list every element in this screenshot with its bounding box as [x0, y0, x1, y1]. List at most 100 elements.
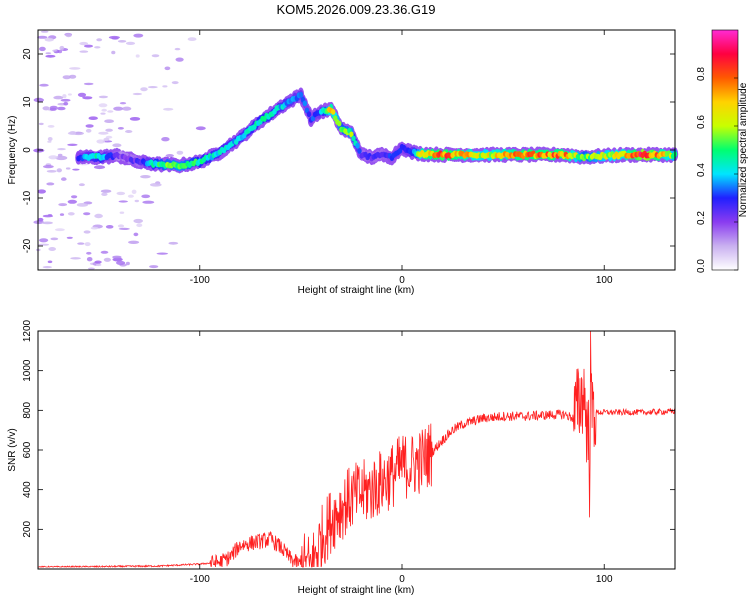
noise-blob — [131, 189, 137, 194]
noise-blob — [79, 50, 89, 53]
noise-blob — [103, 257, 111, 262]
y-tick-label: 600 — [22, 441, 33, 458]
noise-blob — [53, 95, 64, 100]
noise-blob — [176, 150, 184, 155]
noise-blob — [116, 260, 126, 265]
noise-blob — [113, 106, 124, 111]
colorbar-gradient — [712, 30, 738, 270]
x-tick-label: 0 — [399, 574, 405, 585]
noise-blob — [117, 127, 124, 130]
snr-background — [38, 331, 675, 569]
noise-blob — [105, 225, 114, 229]
noise-blob — [79, 41, 88, 46]
snr-panel: -100 0 100 200 400 600 800 1000 1200 Height of s… — [7, 319, 676, 596]
y-tick-label: 20 — [22, 48, 33, 60]
noise-blob — [59, 213, 65, 216]
noise-blob — [133, 232, 139, 237]
colorbar-label: Normalized spectral amplitude — [738, 82, 749, 217]
noise-blob — [66, 236, 73, 239]
noise-blob — [67, 143, 78, 146]
noise-blob — [38, 243, 50, 246]
spectrogram-x-label: Height of straight line (km) — [298, 285, 415, 296]
noise-blob — [164, 66, 171, 71]
noise-blob — [165, 154, 174, 158]
colorbar-ticks: 0.0 0.2 0.4 0.6 0.8 — [696, 67, 738, 273]
noise-blob — [116, 191, 126, 196]
noise-blob — [67, 199, 78, 204]
noise-blob — [55, 155, 68, 161]
colorbar: 0.0 0.2 0.4 0.6 0.8 Normalized spectral ampl… — [696, 29, 749, 273]
noise-blob — [88, 116, 98, 120]
noise-blob — [44, 37, 54, 42]
noise-blob — [100, 250, 109, 254]
snr-x-label: Height of straight line (km) — [298, 585, 415, 596]
noise-blob — [33, 97, 44, 103]
noise-blob — [133, 218, 143, 224]
ridge-segment — [306, 111, 312, 118]
noise-blob — [94, 260, 102, 264]
y-tick-label: 200 — [22, 521, 33, 538]
y-tick-label: -10 — [22, 190, 33, 205]
y-tick-label: 10 — [22, 96, 33, 108]
noise-blob — [45, 52, 52, 55]
noise-blob — [187, 37, 197, 41]
noise-blob — [100, 112, 106, 115]
noise-blob — [174, 47, 181, 51]
colorbar-tick-label: 0.0 — [696, 259, 707, 273]
noise-blob — [147, 86, 158, 89]
noise-blob — [133, 33, 144, 38]
noise-blob — [125, 41, 136, 46]
noise-blob — [48, 155, 58, 160]
noise-blob — [37, 217, 44, 222]
ridge-segment — [351, 135, 356, 142]
noise-blob — [38, 122, 44, 126]
x-tick-label: -100 — [190, 275, 210, 286]
noise-blob — [103, 137, 110, 142]
noise-blob — [58, 203, 68, 207]
ridge-segment — [298, 91, 304, 98]
noise-blob — [112, 143, 122, 148]
ridge-segment — [337, 120, 342, 127]
noise-blob — [142, 200, 155, 204]
noise-blob — [98, 131, 109, 135]
colorbar-tick-label: 0.2 — [696, 211, 707, 225]
noise-blob — [171, 81, 179, 85]
noise-blob — [46, 182, 55, 186]
noise-blob — [96, 38, 103, 42]
noise-blob — [119, 102, 127, 105]
noise-blob — [37, 189, 46, 194]
noise-blob — [140, 175, 151, 179]
colorbar-tick-label: 0.8 — [696, 67, 707, 81]
noise-blob — [33, 148, 45, 153]
noise-blob — [86, 257, 93, 262]
noise-blob — [39, 238, 49, 243]
noise-blob — [135, 54, 140, 58]
noise-blob — [82, 96, 93, 100]
noise-blob — [122, 106, 132, 111]
noise-blob — [86, 251, 92, 255]
noise-blob — [50, 237, 59, 241]
noise-blob — [63, 101, 69, 106]
noise-blob — [98, 95, 108, 99]
noise-blob — [56, 168, 62, 173]
noise-blob — [59, 45, 65, 51]
noise-blob — [67, 212, 75, 216]
noise-blob — [87, 267, 95, 270]
noise-blob — [47, 137, 53, 141]
noise-blob — [78, 183, 85, 187]
noise-blob — [163, 107, 174, 111]
noise-blob — [67, 93, 72, 96]
noise-blob — [45, 54, 56, 58]
y-tick-label: 1200 — [22, 319, 33, 342]
noise-blob — [101, 192, 108, 196]
noise-blob — [71, 195, 78, 199]
noise-blob — [83, 230, 91, 234]
noise-blob — [47, 140, 52, 143]
y-tick-label: 1000 — [22, 359, 33, 382]
y-tick-label: 0 — [22, 147, 33, 153]
ridge-segment — [357, 148, 362, 154]
noise-blob — [69, 67, 81, 70]
ridge-segment — [331, 108, 336, 115]
